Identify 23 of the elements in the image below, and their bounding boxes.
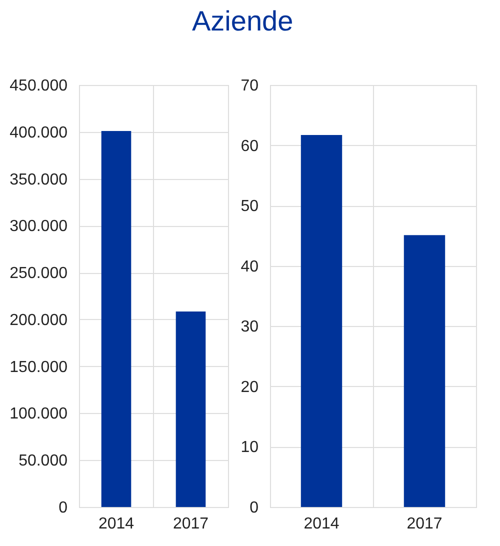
y-tick-label: 100.000 xyxy=(10,406,68,423)
x-tick-label: 2017 xyxy=(406,516,442,532)
x-tick-label: 2014 xyxy=(304,516,340,532)
y-tick-label: 40 xyxy=(240,258,259,276)
y-tick-label: 70 xyxy=(240,78,259,94)
y-tick-label: 0 xyxy=(58,500,68,516)
y-tick-label: 350.000 xyxy=(10,171,68,188)
x-tick-label: 2014 xyxy=(98,516,134,532)
y-tick-label: 300.000 xyxy=(10,218,68,236)
y-tick-label: 200.000 xyxy=(10,312,68,329)
y-tick-label: 450.000 xyxy=(10,78,68,94)
x-tick-label: 2017 xyxy=(172,516,209,532)
y-tick-label: 400.000 xyxy=(10,124,68,142)
y-tick-label: 60 xyxy=(240,138,259,155)
y-tick-label: 10 xyxy=(240,439,259,456)
y-tick-label: 250.000 xyxy=(10,265,68,282)
y-tick-label: 50 xyxy=(240,198,259,216)
y-tick-label: 50.000 xyxy=(18,452,68,470)
chart-title: Aziende xyxy=(192,6,294,36)
y-tick-label: 20 xyxy=(240,378,259,396)
y-tick-label: 0 xyxy=(250,500,259,516)
y-tick-label: 150.000 xyxy=(10,358,68,376)
y-tick-label: 30 xyxy=(240,318,259,336)
